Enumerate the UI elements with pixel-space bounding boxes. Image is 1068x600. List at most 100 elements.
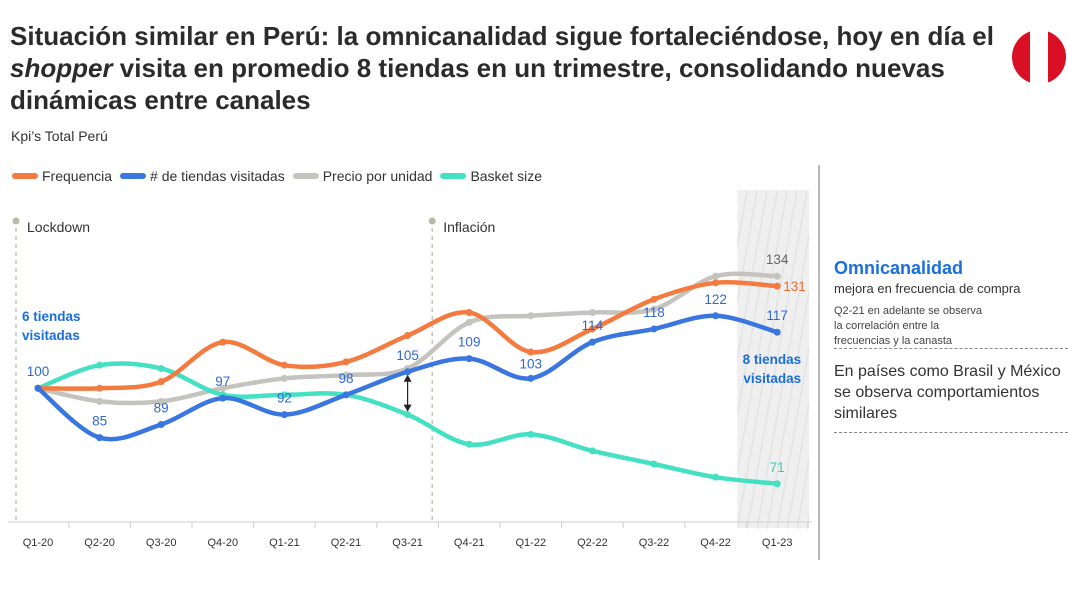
event-marker xyxy=(428,217,436,225)
data-label: 97 xyxy=(215,374,230,389)
peru-flag-icon xyxy=(1012,30,1066,84)
data-point xyxy=(527,312,535,320)
data-label: 117 xyxy=(766,308,788,323)
data-label: 98 xyxy=(338,371,353,386)
page-title: Situación similar en Perú: la omnicanali… xyxy=(10,20,1000,116)
data-label: 103 xyxy=(520,356,543,371)
data-point xyxy=(712,279,720,287)
x-tick-label: Q4-21 xyxy=(454,537,485,549)
mask-right xyxy=(809,190,812,550)
data-point xyxy=(773,282,781,290)
x-tick-label: Q3-20 xyxy=(146,537,177,549)
data-point xyxy=(650,325,658,333)
data-label: 92 xyxy=(277,391,292,406)
data-label: 100 xyxy=(27,364,50,379)
legend-item: Basket size xyxy=(440,168,542,184)
data-label: 89 xyxy=(154,400,169,415)
event-marker xyxy=(12,217,20,225)
x-tick-label: Q1-23 xyxy=(762,537,793,549)
x-tick-label: Q1-22 xyxy=(516,537,547,549)
legend-swatch xyxy=(120,173,147,179)
data-point xyxy=(465,308,473,316)
data-point xyxy=(465,355,473,363)
data-point xyxy=(712,272,720,280)
data-point xyxy=(219,394,227,402)
data-point xyxy=(280,411,288,419)
data-point xyxy=(96,361,104,369)
data-point xyxy=(342,358,350,366)
data-point xyxy=(96,434,104,442)
data-point xyxy=(157,420,165,428)
data-point xyxy=(280,361,288,369)
legend-label: Frequencia xyxy=(42,168,113,184)
x-tick-label: Q1-20 xyxy=(23,537,54,549)
title-text-1: Situación similar en Perú: la omnicanali… xyxy=(10,21,994,51)
hatch-line xyxy=(746,190,808,530)
data-point xyxy=(465,440,473,448)
data-point xyxy=(465,318,473,326)
end-label-line: visitadas xyxy=(743,371,801,386)
data-point xyxy=(280,374,288,382)
start-label-line: visitadas xyxy=(22,328,80,343)
data-label: 85 xyxy=(92,414,107,429)
data-point xyxy=(650,305,658,313)
data-point xyxy=(157,364,165,372)
panel-divider xyxy=(818,165,820,560)
data-point xyxy=(527,374,535,382)
data-point xyxy=(157,397,165,405)
x-tick-label: Q4-22 xyxy=(700,537,731,549)
data-point xyxy=(280,391,288,399)
data-label: 114 xyxy=(582,318,604,333)
legend-swatch xyxy=(440,173,467,179)
data-label: 134 xyxy=(766,252,789,267)
data-point xyxy=(219,384,227,392)
side-note: Q2-21 en adelante se observa la correlac… xyxy=(834,305,982,347)
arrow-head-up xyxy=(403,374,412,382)
legend-item: # de tiendas visitadas xyxy=(120,168,285,184)
data-point xyxy=(773,328,781,336)
side-heading: Omnicanalidad xyxy=(834,258,964,278)
data-point xyxy=(527,348,535,356)
hatch-line xyxy=(756,215,812,530)
data-point xyxy=(650,460,658,468)
x-tick-label: Q2-20 xyxy=(84,537,115,549)
data-point xyxy=(404,411,412,419)
hatch-line xyxy=(766,271,812,530)
data-point xyxy=(588,338,596,346)
data-point xyxy=(588,308,596,316)
data-label: 118 xyxy=(643,305,665,320)
arrow-head-down xyxy=(403,404,412,412)
page-subtitle: Kpi’s Total Perú xyxy=(11,128,108,144)
data-point xyxy=(527,430,535,438)
data-point xyxy=(773,272,781,280)
data-point xyxy=(342,391,350,399)
flag-stripe-middle xyxy=(1030,30,1048,84)
data-point xyxy=(588,447,596,455)
legend-label: Precio por unidad xyxy=(322,168,433,184)
data-point xyxy=(96,384,104,392)
side-subheading: mejora en frecuencia de compra xyxy=(834,281,1021,296)
chart-legend: Frequencia # de tiendas visitadas Precio p… xyxy=(12,168,542,184)
x-tick-label: Q1-21 xyxy=(269,537,300,549)
side-divider-bottom xyxy=(834,432,1068,433)
data-point xyxy=(342,371,350,379)
legend-item: Frequencia xyxy=(12,168,112,184)
data-point xyxy=(404,332,412,340)
hatch-line xyxy=(776,327,812,530)
flag-stripe-left xyxy=(1012,30,1030,84)
legend-swatch xyxy=(12,173,38,179)
title-italic: shopper xyxy=(10,53,113,83)
legend-item: Precio por unidad xyxy=(292,168,433,184)
data-label: 131 xyxy=(783,279,806,294)
flag-stripe-right xyxy=(1048,30,1066,84)
hatch-line xyxy=(796,440,812,530)
data-point xyxy=(34,384,42,392)
data-point xyxy=(96,397,104,405)
x-tick-label: Q3-22 xyxy=(639,537,670,549)
data-point xyxy=(219,338,227,346)
data-point xyxy=(712,312,720,320)
side-comparison: En países como Brasil y México se observ… xyxy=(834,363,1061,422)
data-label: 71 xyxy=(770,460,785,475)
line-chart: Q1-20 Q2-20 Q3-20 Q4-20 Q1-21 Q2-21 Q3-21 Q4-21… xyxy=(0,190,812,550)
data-label: 105 xyxy=(396,348,419,363)
